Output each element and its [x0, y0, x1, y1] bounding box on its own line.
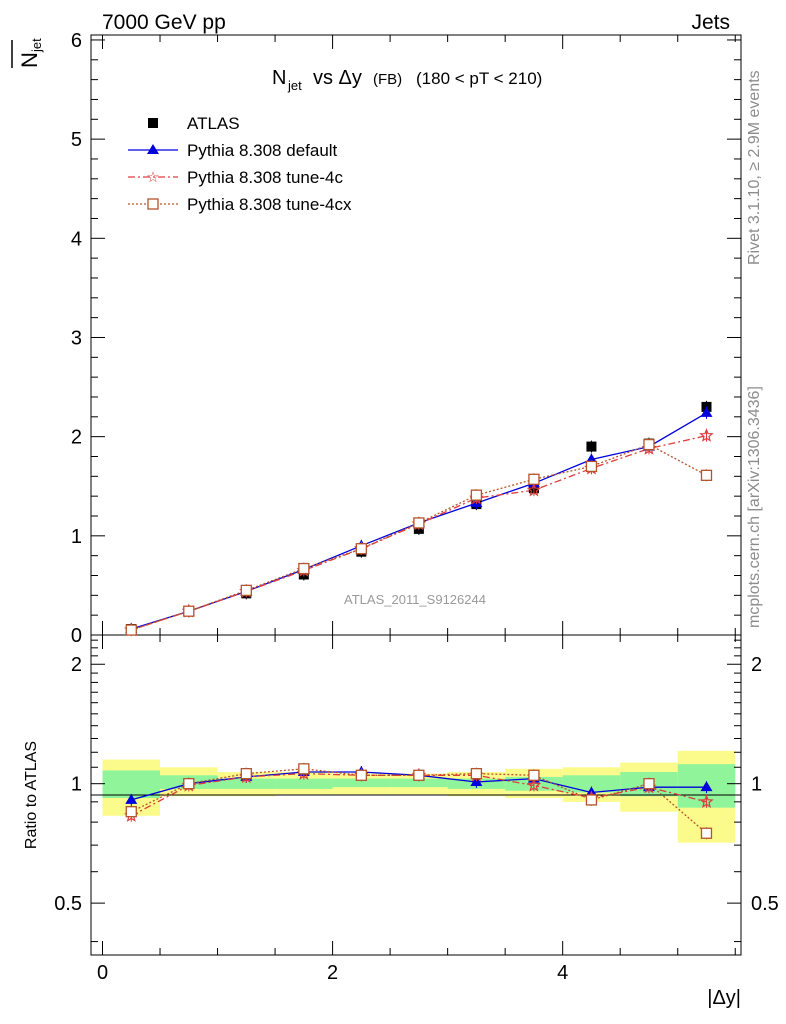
ratio-point [125, 806, 137, 818]
main-point [355, 543, 368, 555]
ratio-point [585, 794, 598, 806]
ratio-ytick-label-right: 2 [751, 654, 762, 676]
legend-tune4c-label: Pythia 8.308 tune-4c [187, 168, 343, 187]
main-ylabel-sub: jet [29, 38, 44, 53]
main-point [528, 473, 540, 485]
main-axes: 0 1 2 3 4 5 6 [71, 30, 741, 647]
ratio-point [125, 793, 138, 804]
ratio-point [700, 781, 713, 792]
ratio-band-green [275, 778, 333, 789]
main-ylabel-main: N [17, 52, 42, 68]
title-sub: jet [287, 78, 302, 93]
main-series [124, 400, 714, 637]
main-ytick-label: 2 [71, 427, 82, 449]
ratio-point [355, 769, 368, 781]
ratio-band-green [332, 778, 391, 788]
ratio-point [526, 777, 542, 792]
main-ytick-label: 5 [71, 129, 82, 151]
legend-tune4cx-label: Pythia 8.308 tune-4cx [187, 195, 352, 214]
legend-default-label: Pythia 8.308 default [187, 141, 338, 160]
analysis-watermark: ATLAS_2011_S9126244 [344, 592, 486, 607]
main-point [470, 489, 483, 501]
title-vs: vs Δy [313, 67, 362, 89]
header-collision-label: 7000 GeV pp [102, 11, 226, 34]
title-cut: (180 < pT < 210) [416, 69, 542, 88]
main-point [586, 441, 597, 452]
legend-tune4c-marker: ☆ [146, 168, 159, 186]
legend-default-marker [147, 144, 159, 154]
ratio-point [183, 778, 195, 790]
ratio-ylabel: Ratio to ATLAS [23, 741, 40, 849]
ratio-xtick-label: 4 [557, 962, 568, 984]
ratio-point [298, 763, 310, 775]
ratio-point [413, 769, 425, 781]
ratio-xtick-label: 0 [97, 962, 108, 984]
main-ytick-label: 3 [71, 327, 82, 349]
ratio-ytick-label: 1 [71, 774, 82, 796]
ratio-point [700, 827, 713, 839]
main-ytick-label: 1 [71, 526, 82, 548]
main-point [643, 438, 655, 451]
ratio-ytick-label: 2 [71, 654, 82, 676]
ratio-band-green [102, 770, 161, 799]
ratio-xtick-label: 2 [327, 962, 338, 984]
ratio-uncertainty-bands [102, 750, 736, 843]
title-main: N [272, 67, 286, 89]
main-point [125, 624, 137, 636]
main-series-line-3 [131, 443, 707, 631]
main-point [183, 605, 195, 617]
main-point [298, 562, 310, 575]
ratio-band-green [562, 775, 621, 793]
ratio-ytick-label-right: 0.5 [751, 893, 779, 915]
ratio-plot-frame [90, 634, 742, 956]
ratio-ytick-label-right: 1 [751, 774, 762, 796]
ratio-point [643, 778, 655, 790]
main-point [413, 517, 425, 529]
legend-atlas-label: ATLAS [187, 114, 240, 133]
ratio-point [528, 769, 540, 781]
main-ytick-label: 0 [71, 625, 82, 647]
main-ytick-label: 4 [71, 228, 82, 250]
title-small: (FB) [373, 71, 402, 88]
ratio-band-green [390, 778, 448, 788]
ratio-series-line-2 [131, 768, 707, 834]
ratio-ytick-label: 0.5 [54, 893, 82, 915]
ratio-point [240, 767, 252, 780]
legend-entry-tune4cx: Pythia 8.308 tune-4cx [128, 195, 352, 214]
main-point [700, 406, 713, 417]
rivet-version-label: Rivet 3.1.10, ≥ 2.9M events [746, 70, 763, 265]
ratio-point [470, 767, 483, 780]
main-point [526, 482, 542, 497]
legend-entry-atlas: ATLAS [148, 114, 240, 133]
legend: ATLAS Pythia 8.308 default ☆ Pythia 8.30… [128, 114, 352, 214]
legend-tune4cx-marker [147, 198, 159, 210]
main-ytick-label: 6 [71, 30, 82, 52]
ratio-point [699, 794, 714, 809]
main-point [699, 428, 714, 442]
x-axis-label: |Δy| [707, 987, 741, 1009]
ratio-band-green [217, 778, 276, 789]
main-point [700, 469, 713, 481]
main-ylabel: N jet [11, 38, 44, 68]
legend-entry-tune4c: ☆ Pythia 8.308 tune-4c [128, 168, 343, 187]
main-point [240, 584, 252, 597]
main-point [585, 460, 598, 473]
legend-entry-default: Pythia 8.308 default [128, 141, 338, 160]
plot-title: N jet vs Δy (FB) (180 < pT < 210) [272, 67, 542, 93]
header-category-label: Jets [691, 11, 730, 34]
ratio-series [124, 762, 714, 840]
legend-atlas-marker [148, 118, 158, 128]
ratio-axes: 0 2 4 0.5 0.5 1 1 2 2 [54, 635, 779, 984]
mcplots-reference-label: mcplots.cern.ch [arXiv:1306.3436] [746, 386, 763, 628]
